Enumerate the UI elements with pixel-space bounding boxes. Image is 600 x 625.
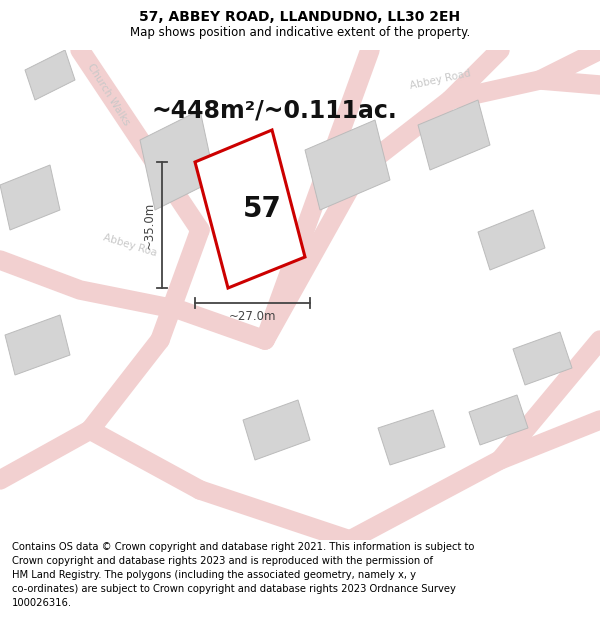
Polygon shape [25, 50, 75, 100]
Text: ~448m²/~0.111ac.: ~448m²/~0.111ac. [152, 98, 398, 122]
Text: Abbey Roa: Abbey Roa [102, 232, 158, 258]
Polygon shape [0, 165, 60, 230]
Polygon shape [195, 130, 305, 288]
Polygon shape [418, 100, 490, 170]
Text: ~27.0m: ~27.0m [229, 311, 276, 324]
Polygon shape [140, 110, 215, 210]
Polygon shape [243, 400, 310, 460]
Text: 57: 57 [242, 195, 281, 223]
Text: Church Walks: Church Walks [85, 62, 131, 127]
Polygon shape [513, 332, 572, 385]
Polygon shape [469, 395, 528, 445]
Text: ~35.0m: ~35.0m [143, 201, 155, 249]
Polygon shape [478, 210, 545, 270]
Text: Abbey Road: Abbey Road [409, 69, 472, 91]
Text: Contains OS data © Crown copyright and database right 2021. This information is : Contains OS data © Crown copyright and d… [12, 542, 475, 608]
Polygon shape [305, 120, 390, 210]
Text: 57, ABBEY ROAD, LLANDUDNO, LL30 2EH: 57, ABBEY ROAD, LLANDUDNO, LL30 2EH [139, 10, 461, 24]
Polygon shape [378, 410, 445, 465]
Text: Map shows position and indicative extent of the property.: Map shows position and indicative extent… [130, 26, 470, 39]
Polygon shape [5, 315, 70, 375]
